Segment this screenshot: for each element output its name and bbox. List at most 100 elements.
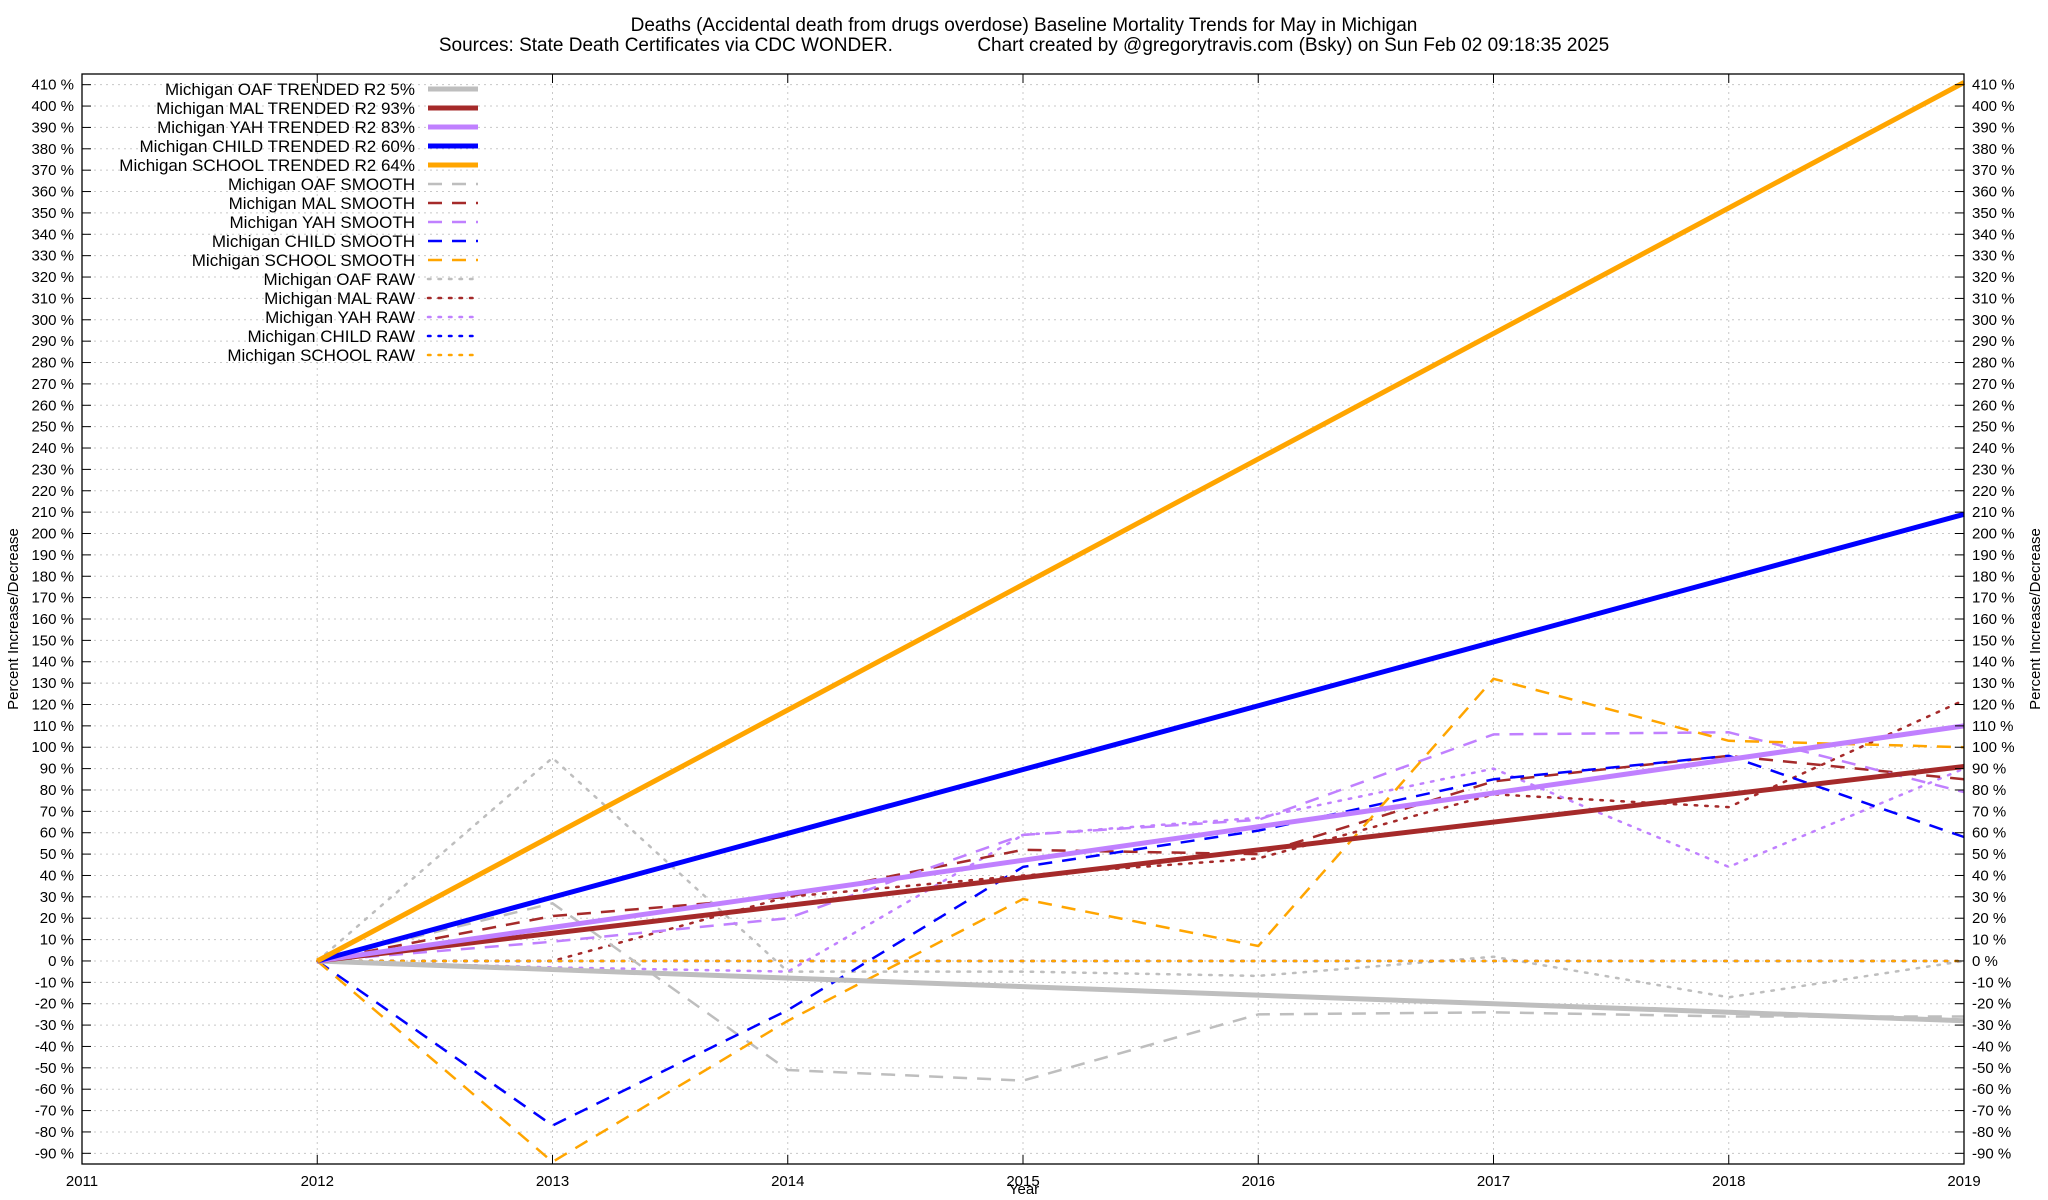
y-tick-label-left: -50 % [35,1060,74,1077]
y-tick-label-right: -80 % [1972,1124,2011,1141]
y-tick-label-right: 40 % [1972,867,2006,884]
y-tick-label-right: 110 % [1972,718,2013,735]
x-tick-label: 2019 [1947,1173,1980,1190]
y-tick-label-right: -70 % [1972,1103,2011,1120]
x-tick-label: 2011 [66,1173,98,1190]
series-lines [316,80,1966,1164]
michigan-school-trended-r2-64-line [316,80,1966,964]
y-tick-label-right: -30 % [1972,1017,2011,1034]
y-tick-label-right: 330 % [1972,248,2015,265]
y-tick-label-right: 70 % [1972,803,2006,820]
y-tick-label-left: 190 % [31,547,74,564]
legend-label-michigan-yah-trended-r2-83: Michigan YAH TRENDED R2 83% [157,118,415,137]
y-tick-label-right: 360 % [1972,184,2015,201]
legend-label-michigan-mal-smooth: Michigan MAL SMOOTH [229,194,415,213]
y-tick-label-left: 10 % [40,932,74,949]
y-tick-label-left: 90 % [40,761,74,778]
y-tick-label-left: 310 % [31,290,74,307]
y-tick-label-left: 320 % [31,269,74,286]
y-tick-label-right: 310 % [1972,290,2015,307]
y-tick-label-left: 370 % [31,162,74,179]
y-tick-label-left: 200 % [31,526,74,543]
y-tick-label-right: 220 % [1972,483,2015,500]
y-tick-label-left: 120 % [31,696,74,713]
x-tick-label: 2013 [536,1173,569,1190]
y-tick-label-left: 80 % [40,782,74,799]
y-tick-label-right: 300 % [1972,312,2015,329]
y-tick-label-right: -60 % [1972,1081,2011,1098]
y-tick-label-right: -40 % [1972,1038,2011,1055]
michigan-oaf-raw-line [316,756,1966,999]
michigan-school-smooth-line [316,677,1965,1164]
y-tick-label-right: 400 % [1972,98,2015,115]
y-tick-label-right: 60 % [1972,825,2006,842]
y-tick-label-left: 330 % [31,248,74,265]
y-tick-label-right: 200 % [1972,526,2015,543]
y-tick-label-left: 180 % [31,568,74,585]
axis-ticks: -90 % -90 % -80 % -80 % -70 % -70 % -60 % -60 %… [31,74,2015,1190]
y-tick-label-right: 130 % [1972,675,2015,692]
y-tick-label-right: -20 % [1972,996,2011,1013]
legend-label-michigan-yah-smooth: Michigan YAH SMOOTH [230,213,415,232]
y-tick-label-right: 340 % [1972,226,2015,243]
legend-label-michigan-child-trended-r2-60: Michigan CHILD TRENDED R2 60% [139,137,415,156]
michigan-child-smooth-line [316,754,1965,1127]
y-tick-label-right: 150 % [1972,632,2015,649]
y-tick-label-left: 160 % [31,611,74,628]
chart-subtitle: Sources: State Death Certificates via CD… [439,35,1609,56]
y-tick-label-left: -80 % [35,1124,74,1141]
michigan-oaf-trended-r2-5-line [317,958,1965,1024]
legend-label-michigan-child-raw: Michigan CHILD RAW [247,327,415,346]
y-tick-label-right: 10 % [1972,932,2006,949]
legend-label-michigan-school-trended-r2-64: Michigan SCHOOL TRENDED R2 64% [119,156,415,175]
michigan-mal-raw-line [316,698,1966,963]
y-tick-label-left: 230 % [31,461,74,478]
y-tick-label-left: 100 % [31,739,74,756]
chart-title: Deaths (Accidental death from drugs over… [631,15,1418,36]
y-tick-label-left: 290 % [31,333,74,350]
michigan-yah-trended-r2-83-line [316,723,1965,964]
y-tick-label-left: -30 % [35,1017,74,1034]
y-tick-label-left: 360 % [31,184,74,201]
y-tick-label-left: 210 % [31,504,74,521]
y-tick-label-left: 110 % [33,718,74,735]
y-tick-label-right: 120 % [1972,696,2015,713]
y-tick-label-right: 240 % [1972,440,2015,457]
y-tick-label-right: 0 % [1972,953,1998,970]
y-tick-label-right: 180 % [1972,568,2015,585]
x-axis-label: Year [1009,1181,1039,1198]
legend-label-michigan-oaf-smooth: Michigan OAF SMOOTH [228,175,415,194]
y-tick-label-left: -70 % [35,1103,74,1120]
y-tick-label-right: 170 % [1972,590,2015,607]
y-tick-label-left: -60 % [35,1081,74,1098]
y-tick-label-left: 140 % [31,654,74,671]
y-tick-label-left: 250 % [31,419,74,436]
y-tick-label-right: -10 % [1972,974,2011,991]
y-tick-label-right: 190 % [1972,547,2015,564]
y-tick-label-left: 280 % [31,355,74,372]
y-tick-label-right: 30 % [1972,889,2006,906]
y-tick-label-right: 50 % [1972,846,2006,863]
y-tick-label-right: 90 % [1972,761,2006,778]
legend-label-michigan-mal-raw: Michigan MAL RAW [264,289,415,308]
y-tick-label-left: 130 % [31,675,74,692]
y-tick-label-left: 70 % [40,803,74,820]
legend-label-michigan-school-smooth: Michigan SCHOOL SMOOTH [192,251,415,270]
legend: Michigan OAF TRENDED R2 5%Michigan MAL T… [119,80,480,365]
y-tick-label-left: -20 % [35,996,74,1013]
y-tick-label-right: 250 % [1972,419,2015,436]
michigan-mal-trended-r2-93-line [317,764,1965,964]
y-tick-label-left: 0 % [48,953,74,970]
y-tick-label-right: 140 % [1972,654,2015,671]
y-tick-label-right: -50 % [1972,1060,2011,1077]
legend-label-michigan-oaf-raw: Michigan OAF RAW [264,270,415,289]
y-tick-label-left: 260 % [31,397,74,414]
y-tick-label-left: 170 % [31,590,74,607]
y-tick-label-left: 60 % [40,825,74,842]
michigan-yah-smooth-line [317,731,1965,963]
y-axis-label-right: Percent Increase/Decrease [2027,528,2044,710]
x-tick-label: 2012 [301,1173,334,1190]
y-tick-label-left: 40 % [40,867,74,884]
y-tick-label-left: -90 % [35,1145,74,1162]
